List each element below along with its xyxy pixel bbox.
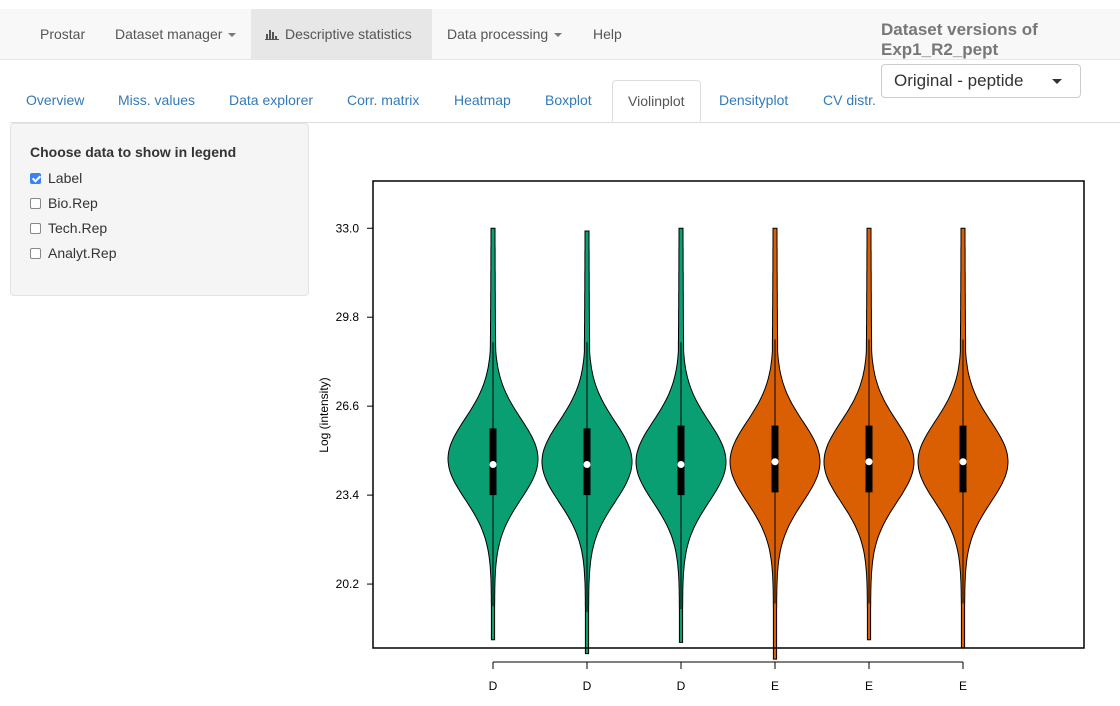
tab-boxplot[interactable]: Boxplot <box>530 80 607 121</box>
tab-label: Corr. matrix <box>347 92 420 108</box>
tab-heatmap[interactable]: Heatmap <box>439 80 526 121</box>
nav-descriptive-statistics[interactable]: Descriptive statistics <box>251 9 432 59</box>
chevron-down-icon <box>1052 79 1062 84</box>
tab-cv-distr[interactable]: CV distr. <box>808 80 891 121</box>
dataset-version-selected: Original - peptide <box>894 71 1024 90</box>
tab-label: Densityplot <box>719 92 789 108</box>
y-tick-label: 20.2 <box>336 577 360 591</box>
violin-median-point <box>771 458 779 466</box>
checkbox[interactable] <box>30 223 41 234</box>
plot-tabs: Overview Miss. values Data explorer Corr… <box>10 80 1120 123</box>
tab-label: Boxplot <box>545 92 592 108</box>
violin-median-point <box>583 461 591 469</box>
violin-median-point <box>677 461 685 469</box>
nav-descriptive-statistics-label: Descriptive statistics <box>285 26 412 42</box>
navbar: Prostar Dataset manager Descriptive stat… <box>0 9 1120 60</box>
tab-label: Violinplot <box>628 93 685 109</box>
nav-dataset-manager-label: Dataset manager <box>115 26 223 42</box>
legend-option-text: Analyt.Rep <box>48 245 117 261</box>
dataset-version-select[interactable]: Original - peptide <box>881 64 1081 98</box>
violin-median-point <box>865 458 873 466</box>
chevron-down-icon <box>228 33 237 38</box>
nav-help-label: Help <box>593 26 622 42</box>
legend-option-text: Tech.Rep <box>48 220 108 236</box>
nav-dataset-manager[interactable]: Dataset manager <box>101 9 250 59</box>
nav-prostar-label: Prostar <box>40 26 86 42</box>
tab-violinplot[interactable]: Violinplot <box>612 80 701 122</box>
legend-option-bio-rep[interactable]: Bio.Rep <box>30 193 98 213</box>
x-tick-label: E <box>771 679 779 693</box>
dataset-versions-title: Dataset versions of Exp1_R2_pept <box>881 20 1038 59</box>
nav-data-processing[interactable]: Data processing <box>433 9 576 59</box>
legend-options-panel: Choose data to show in legend Label Bio.… <box>10 123 309 296</box>
tab-label: Miss. values <box>118 92 196 108</box>
x-tick-label: E <box>865 679 873 693</box>
tab-label: CV distr. <box>823 92 876 108</box>
legend-option-analyt-rep[interactable]: Analyt.Rep <box>30 243 116 263</box>
y-tick-label: 29.8 <box>336 310 360 324</box>
checkbox[interactable] <box>30 198 41 209</box>
tab-overview[interactable]: Overview <box>11 80 99 121</box>
tab-label: Heatmap <box>454 92 511 108</box>
plot-frame <box>372 180 1085 649</box>
y-tick-label: 26.6 <box>336 399 360 413</box>
nav-prostar[interactable]: Prostar <box>26 9 99 59</box>
x-tick-label: D <box>489 679 498 693</box>
tab-corr-matrix[interactable]: Corr. matrix <box>332 80 434 121</box>
y-axis-label: Log (intensity) <box>317 377 331 452</box>
violin-median-point <box>489 461 497 469</box>
legend-options-title: Choose data to show in legend <box>30 144 237 160</box>
nav-data-processing-label: Data processing <box>447 26 549 42</box>
y-tick-label: 23.4 <box>336 488 360 502</box>
violin-iqr-box <box>677 425 685 496</box>
checkbox[interactable] <box>30 248 41 259</box>
tab-label: Overview <box>26 92 85 108</box>
legend-option-text: Label <box>48 170 83 186</box>
tab-miss-values[interactable]: Miss. values <box>103 80 210 121</box>
legend-option-tech-rep[interactable]: Tech.Rep <box>30 218 107 238</box>
tab-data-explorer[interactable]: Data explorer <box>214 80 328 121</box>
nav-help[interactable]: Help <box>579 9 636 59</box>
x-tick-label: E <box>959 679 967 693</box>
tab-densityplot[interactable]: Densityplot <box>704 80 803 121</box>
tab-label: Data explorer <box>229 92 314 108</box>
legend-option-label[interactable]: Label <box>30 168 82 188</box>
violin-plot: Log (intensity) 33.0 29.8 26.6 23.4 20.2 D D D E… <box>317 180 1085 693</box>
chevron-down-icon <box>554 33 563 38</box>
y-tick-label: 33.0 <box>336 221 360 235</box>
bar-chart-icon <box>265 29 279 40</box>
x-tick-label: D <box>583 679 592 693</box>
checkbox-checked[interactable] <box>30 173 41 184</box>
x-tick-label: D <box>677 679 686 693</box>
violin-median-point <box>959 458 967 466</box>
legend-option-text: Bio.Rep <box>48 195 98 211</box>
